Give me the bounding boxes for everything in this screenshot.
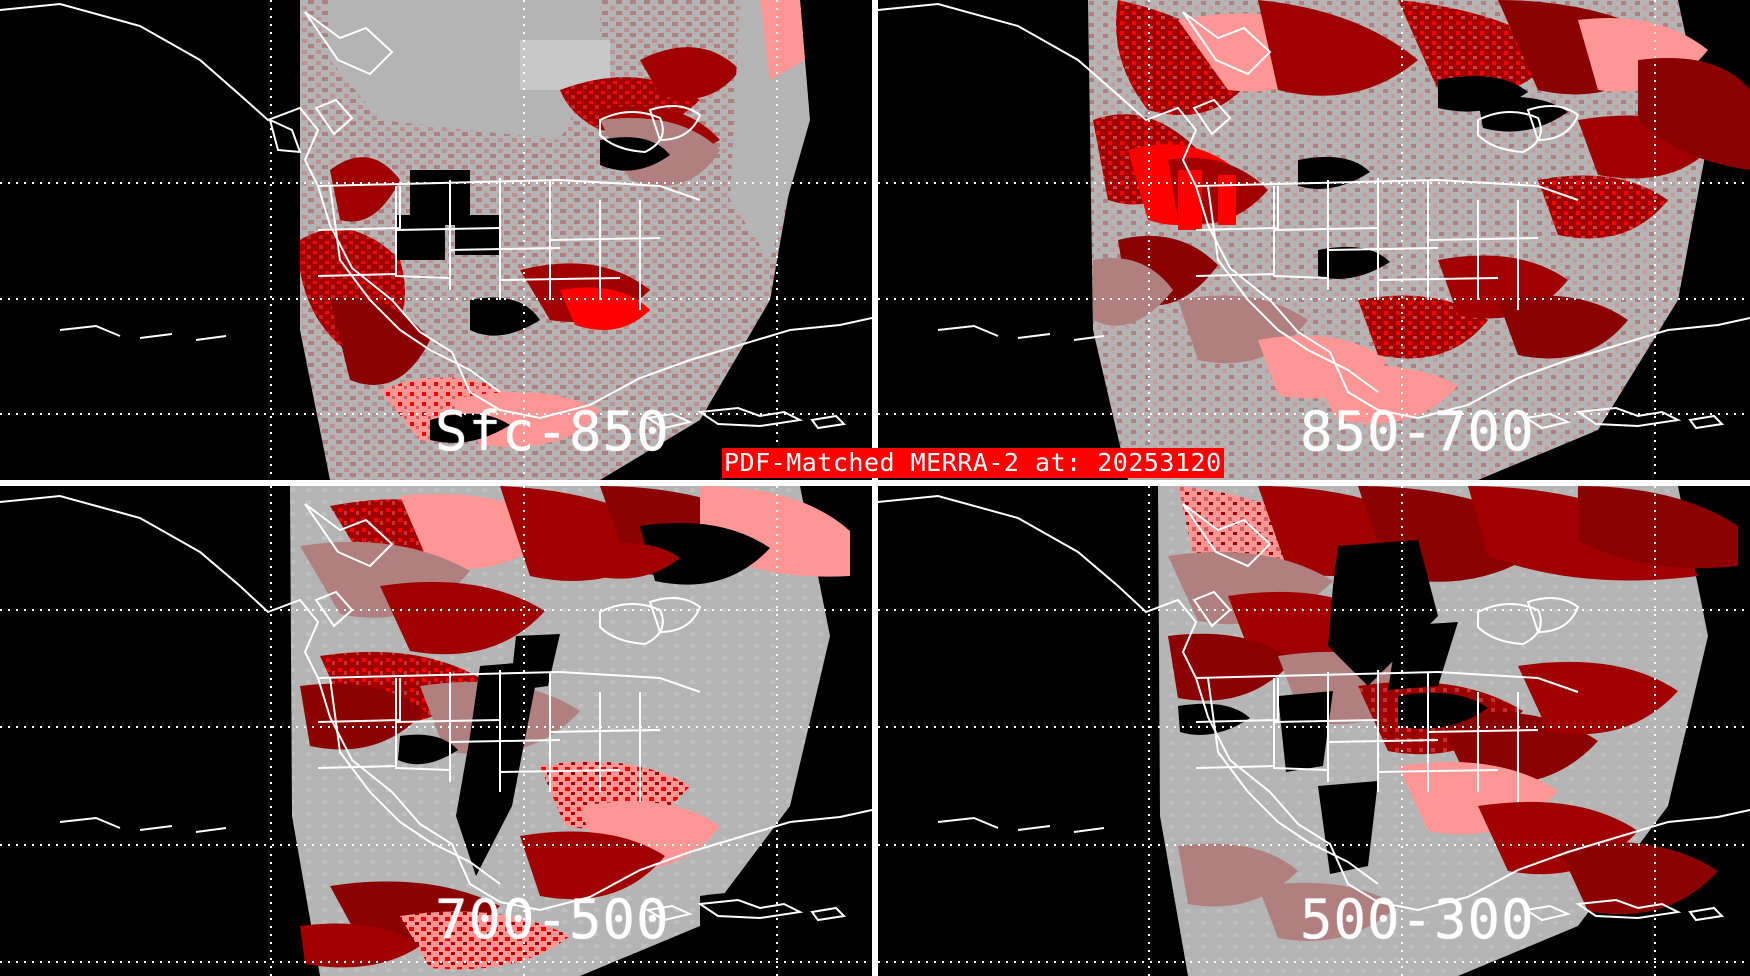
panel-500-300[interactable] [878,486,1750,976]
panel-separator-vertical [872,0,878,976]
panel-700-500[interactable] [0,486,872,976]
map-canvas-700-500 [0,486,872,976]
title-banner: PDF-Matched MERRA-2 at: 20253120 [722,448,1224,478]
map-raster-sfc-850 [0,0,872,480]
map-canvas-sfc-850 [0,0,872,480]
panel-separator-horizontal [0,480,1750,486]
map-raster-850-700 [878,0,1750,480]
map-raster-500-300 [878,486,1750,976]
map-canvas-850-700 [878,0,1750,480]
panel-sfc-850[interactable] [0,0,872,480]
map-raster-700-500 [0,486,872,976]
title-banner-text: PDF-Matched MERRA-2 at: 20253120 [724,448,1222,477]
panel-850-700[interactable] [878,0,1750,480]
map-canvas-500-300 [878,486,1750,976]
